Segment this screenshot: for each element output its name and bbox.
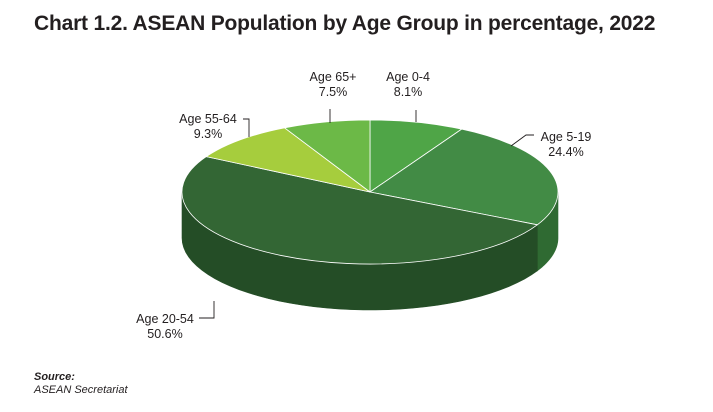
- pie-slice-age-65-plus: [284, 119, 371, 193]
- pie-slice-age-55-64: [205, 127, 371, 193]
- source-heading: Source:: [34, 371, 75, 383]
- slice-label-age-5-19: Age 5-19: [541, 130, 592, 144]
- pie-slice-age-0-4: [369, 119, 463, 193]
- pie-slices: [181, 119, 559, 265]
- source-text: ASEAN Secretariat: [34, 384, 128, 396]
- chart-title: Chart 1.2. ASEAN Population by Age Group…: [34, 12, 656, 35]
- leader-line-age-55-64: [243, 118, 250, 137]
- slice-label-age-20-54: Age 20-54: [136, 312, 194, 326]
- pie-slice-age-20-54: [181, 156, 538, 265]
- slice-label-age-55-64: Age 55-64: [179, 112, 237, 126]
- slice-value-age-55-64: 9.3%: [194, 127, 223, 141]
- slice-value-age-65-plus: 7.5%: [319, 85, 348, 99]
- leader-line-age-20-54: [199, 301, 215, 319]
- source-note: Source: ASEAN Secretariat: [34, 371, 128, 397]
- slice-value-age-20-54: 50.6%: [147, 327, 182, 341]
- slice-label-age-0-4: Age 0-4: [386, 70, 430, 84]
- leader-line-age-5-19: [510, 134, 534, 147]
- slice-value-age-0-4: 8.1%: [394, 85, 423, 99]
- slice-value-age-5-19: 24.4%: [548, 145, 583, 159]
- slice-label-age-65-plus: Age 65+: [310, 70, 357, 84]
